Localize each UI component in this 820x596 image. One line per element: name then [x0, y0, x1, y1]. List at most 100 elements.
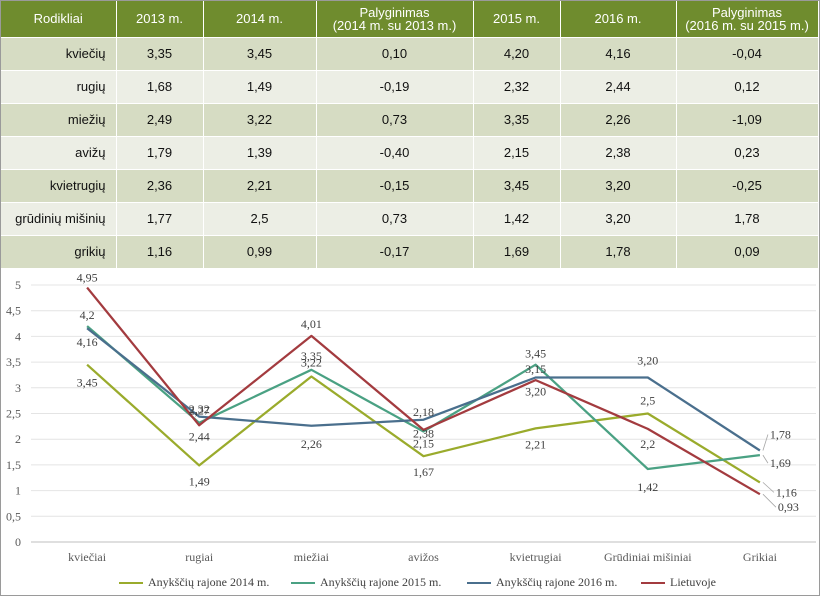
table-cell: 2,15: [473, 135, 561, 169]
table-cell: -0,15: [316, 168, 474, 202]
chart-legend: Anykščių rajone 2014 m. Anykščių rajone 2…: [1, 575, 818, 591]
data-label: 2,32: [189, 402, 210, 416]
legend-item: Lietuvoje: [641, 575, 716, 590]
table-row: kviečių 3,35 3,45 0,10 4,20 4,16 -0,04: [1, 36, 819, 70]
table-cell: 1,39: [203, 135, 317, 169]
data-label: 3,22: [301, 355, 322, 369]
data-label: 4,01: [301, 317, 322, 331]
table-cell: 3,45: [473, 168, 561, 202]
table-cell: 1,16: [116, 234, 204, 268]
table-cell: -0,17: [316, 234, 474, 268]
x-tick-label: avižos: [408, 550, 439, 564]
table-cell: 3,20: [560, 201, 677, 235]
x-tick-label: kviečiai: [68, 550, 107, 564]
table-cell: 1,49: [203, 69, 317, 103]
data-label: 3,15: [525, 362, 546, 376]
row-label: kvietrugių: [1, 168, 117, 202]
data-label: 1,49: [189, 474, 210, 488]
data-label: 4,16: [77, 335, 98, 349]
table-cell: 2,21: [203, 168, 317, 202]
y-tick-label: 4,5: [6, 304, 21, 318]
table-cell: 3,35: [116, 36, 204, 70]
y-tick-label: 3: [15, 381, 21, 395]
table-cell: 3,45: [203, 36, 317, 70]
leader-line: [762, 493, 777, 508]
table-cell: 3,22: [203, 102, 317, 136]
leader-line: [762, 434, 769, 451]
data-label: 1,69: [770, 456, 791, 470]
data-label: 3,45: [77, 376, 98, 390]
leader-line: [762, 482, 775, 493]
table-cell: 0,10: [316, 36, 474, 70]
table-cell: 0,99: [203, 234, 317, 268]
data-label: 2,44: [189, 430, 210, 444]
data-label: 4,95: [77, 271, 98, 285]
table-row: rugių 1,68 1,49 -0,19 2,32 2,44 0,12: [1, 69, 819, 103]
header-rodikliai: Rodikliai: [1, 1, 117, 37]
header-2016: 2016 m.: [560, 1, 677, 37]
table-cell: 2,32: [473, 69, 561, 103]
table-cell: 0,73: [316, 102, 474, 136]
data-label: 0,93: [778, 500, 799, 514]
table-cell: -1,09: [676, 102, 819, 136]
legend-label: Anykščių rajone 2015 m.: [320, 575, 442, 589]
data-label: 3,45: [525, 347, 546, 361]
table-cell: 1,69: [473, 234, 561, 268]
table-cell: 4,20: [473, 36, 561, 70]
series-line-3: [86, 327, 761, 452]
table-cell: 2,38: [560, 135, 677, 169]
table-row: grikių 1,16 0,99 -0,17 1,69 1,78 0,09: [1, 234, 819, 268]
legend-swatch: [641, 581, 665, 584]
table-cell: -0,04: [676, 36, 819, 70]
legend-item: Anykščių rajone 2014 m.: [119, 575, 269, 590]
data-label: 2,26: [301, 437, 322, 451]
data-label: 3,20: [525, 385, 546, 399]
table-cell: 2,5: [203, 201, 317, 235]
table-cell: 0,73: [316, 201, 474, 235]
legend-swatch: [467, 581, 491, 584]
table-header-row: Rodikliai 2013 m. 2014 m. Palyginimas (2…: [1, 1, 819, 37]
legend-item: Anykščių rajone 2015 m.: [291, 575, 441, 590]
line-chart: 0 0,5 1 1,5 2 2,5 3 3,5 4 4,5 5 kviečiai rugiai mieži…: [1, 270, 818, 595]
table-cell: 0,23: [676, 135, 819, 169]
header-2014: 2014 m.: [203, 1, 317, 37]
y-tick-label: 2: [15, 432, 21, 446]
table-cell: 0,09: [676, 234, 819, 268]
data-label: 2,18: [413, 405, 434, 419]
table-cell: 3,35: [473, 102, 561, 136]
table-row: miežių 2,49 3,22 0,73 3,35 2,26 -1,09: [1, 102, 819, 136]
x-tick-label: miežiai: [294, 550, 330, 564]
header-2013: 2013 m.: [116, 1, 204, 37]
table-cell: -0,40: [316, 135, 474, 169]
x-tick-label: rugiai: [185, 550, 214, 564]
row-label: grūdinių mišinių: [1, 201, 117, 235]
row-label: rugių: [1, 69, 117, 103]
table-cell: 2,36: [116, 168, 204, 202]
table-cell: 0,12: [676, 69, 819, 103]
table-cell: 2,44: [560, 69, 677, 103]
x-tick-label: kvietrugiai: [510, 550, 563, 564]
data-label: 2,21: [525, 437, 546, 451]
table-row: avižų 1,79 1,39 -0,40 2,15 2,38 0,23: [1, 135, 819, 169]
data-label: 3,20: [637, 354, 658, 368]
y-tick-label: 3,5: [6, 355, 21, 369]
yield-table: Rodikliai 2013 m. 2014 m. Palyginimas (2…: [1, 1, 819, 268]
y-tick-label: 1,5: [6, 458, 21, 472]
x-tick-label: Grikiai: [743, 550, 778, 564]
y-tick-label: 2,5: [6, 407, 21, 421]
data-label: 1,42: [637, 480, 658, 494]
y-tick-label: 4: [15, 329, 21, 343]
legend-label: Lietuvoje: [670, 575, 716, 589]
y-tick-label: 5: [15, 278, 21, 292]
table-cell: 1,77: [116, 201, 204, 235]
row-label: miežių: [1, 102, 117, 136]
table-cell: 2,49: [116, 102, 204, 136]
legend-swatch: [119, 581, 143, 584]
series-line-4: [86, 286, 761, 496]
table-cell: 1,79: [116, 135, 204, 169]
table-cell: 2,26: [560, 102, 677, 136]
table-cell: 1,42: [473, 201, 561, 235]
table-cell: -0,19: [316, 69, 474, 103]
header-comparison-2014: Palyginimas (2014 m. su 2013 m.): [316, 1, 474, 37]
row-label: grikių: [1, 234, 117, 268]
